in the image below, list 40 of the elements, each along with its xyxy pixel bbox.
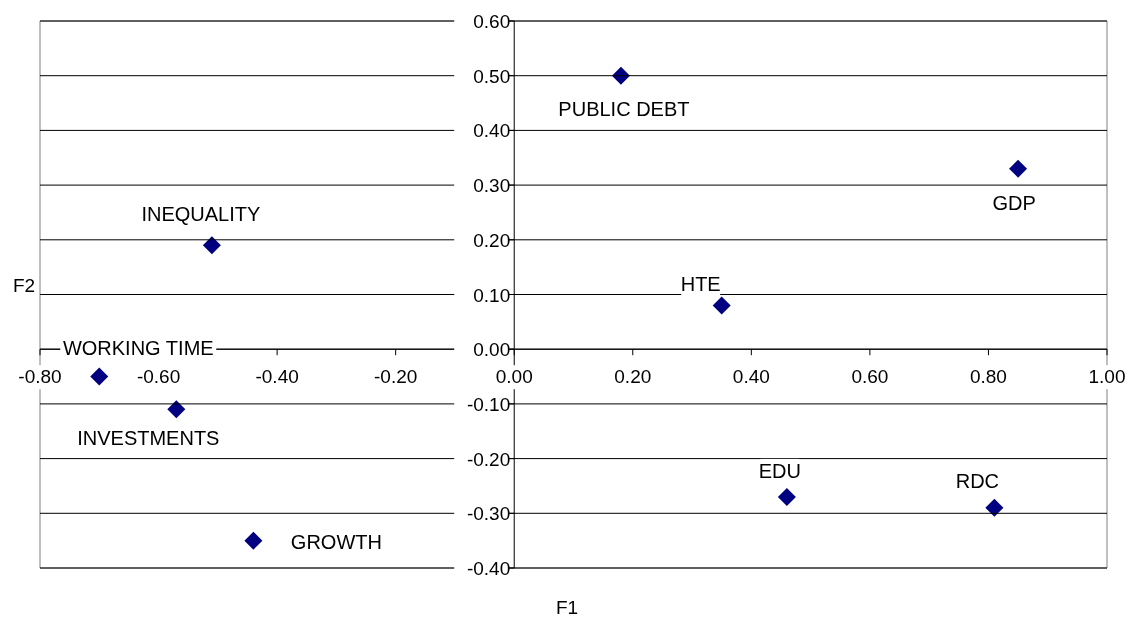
point — [202, 236, 221, 255]
x-tick-label: -0.20 — [374, 366, 418, 388]
point — [1009, 159, 1028, 178]
point — [90, 367, 109, 386]
point — [985, 498, 1004, 517]
annotation: WORKING TIME — [62, 336, 214, 359]
point — [712, 296, 731, 315]
annotation: HTE — [680, 273, 721, 296]
x-tick-label: 0.60 — [851, 366, 889, 388]
point — [167, 400, 186, 419]
point — [777, 487, 796, 506]
y-tick-label: 0.00 — [473, 339, 511, 361]
y-tick-label: -0.10 — [466, 393, 511, 415]
x-tick-label: 0.80 — [969, 366, 1007, 388]
y-tick-label: 0.40 — [473, 120, 511, 142]
y-tick-label: 0.10 — [473, 284, 511, 306]
y-tick-label: 0.50 — [473, 65, 511, 87]
x-tick-label: -0.60 — [136, 366, 181, 388]
annotation: INVESTMENTS — [77, 427, 220, 450]
y-tick-label: -0.30 — [466, 503, 511, 525]
y-tick-label: 0.20 — [473, 229, 511, 251]
y-axis-title: F2 — [12, 275, 36, 296]
x-axis-title: F1 — [555, 597, 579, 618]
annotation: RDC — [955, 469, 1000, 492]
annotation: PUBLIC DEBT — [558, 97, 690, 120]
point — [244, 531, 263, 550]
y-tick-label: -0.40 — [466, 558, 511, 579]
x-tick-label: -0.40 — [255, 366, 299, 388]
annotation: EDU — [758, 459, 802, 482]
annotation: GROWTH — [290, 530, 382, 553]
annotation: INEQUALITY — [141, 203, 261, 226]
y-tick-label: 0.60 — [473, 11, 511, 32]
x-tick-label: -0.80 — [18, 366, 62, 388]
x-tick-label: 0.20 — [614, 366, 652, 388]
annotation: GDP — [992, 191, 1036, 214]
x-tick-label: 0.40 — [732, 366, 770, 388]
y-tick-label: -0.20 — [466, 448, 511, 470]
x-tick-label: 1.00 — [1088, 366, 1126, 388]
x-tick-label: 0.00 — [495, 366, 533, 388]
y-tick-label: 0.30 — [473, 175, 511, 197]
